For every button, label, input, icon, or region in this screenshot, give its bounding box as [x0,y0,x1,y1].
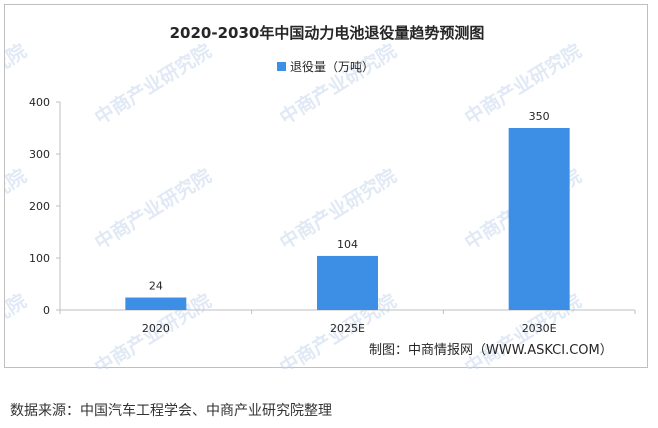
chart-title: 2020-2030年中国动力电池退役量趋势预测图 [170,24,485,42]
legend-swatch [277,62,286,71]
watermark-text: 中商产业研究院 [460,39,585,129]
legend: 退役量（万吨） [277,59,374,74]
watermark-text: 中商产业研究院 [645,39,649,129]
y-tick-label: 0 [43,304,50,317]
y-tick-label: 300 [29,148,50,161]
watermark-text: 中商产业研究院 [90,164,215,254]
bars: 24 2020 104 2025E 350 2030E [125,110,570,335]
chart-canvas: 中商产业研究院 中商产业研究院 中商产业研究院 中商产业研究院 中商产业研究院中商产业研… [5,24,649,369]
x-tick-label: 2030E [522,322,557,335]
bar-2030E [508,128,570,310]
bar-2020 [125,297,187,310]
x-tick-label: 2025E [330,322,365,335]
y-tick-label: 400 [29,96,50,109]
legend-label: 退役量（万吨） [290,59,374,74]
x-tick-label: 2020 [142,322,170,335]
data-label: 350 [529,110,550,123]
bar-2025E [317,255,378,310]
watermark-text: 中商产业研究院 [275,39,400,129]
source-note: 数据来源：中国汽车工程学会、中商产业研究院整理 [10,403,332,419]
chart-credit: 制图：中商情报网（WWW.ASKCI.COM） [369,343,613,358]
data-label: 104 [337,238,358,251]
chart-panel: 中商产业研究院 中商产业研究院 中商产业研究院 中商产业研究院 中商产业研究院 中商产业研… [4,4,649,369]
y-tick-label: 200 [29,200,50,213]
watermark-text: 中商产业研究院 [645,164,649,254]
watermark-text: 中商产业研究院 [5,289,30,369]
watermark-text: 中商产业研究院 [90,39,215,129]
y-tick-label: 100 [29,252,50,265]
watermark-text: 中商产业研究院 [5,164,30,254]
watermark-text: 中商产业研究院 [5,39,30,129]
data-label: 24 [149,280,163,293]
